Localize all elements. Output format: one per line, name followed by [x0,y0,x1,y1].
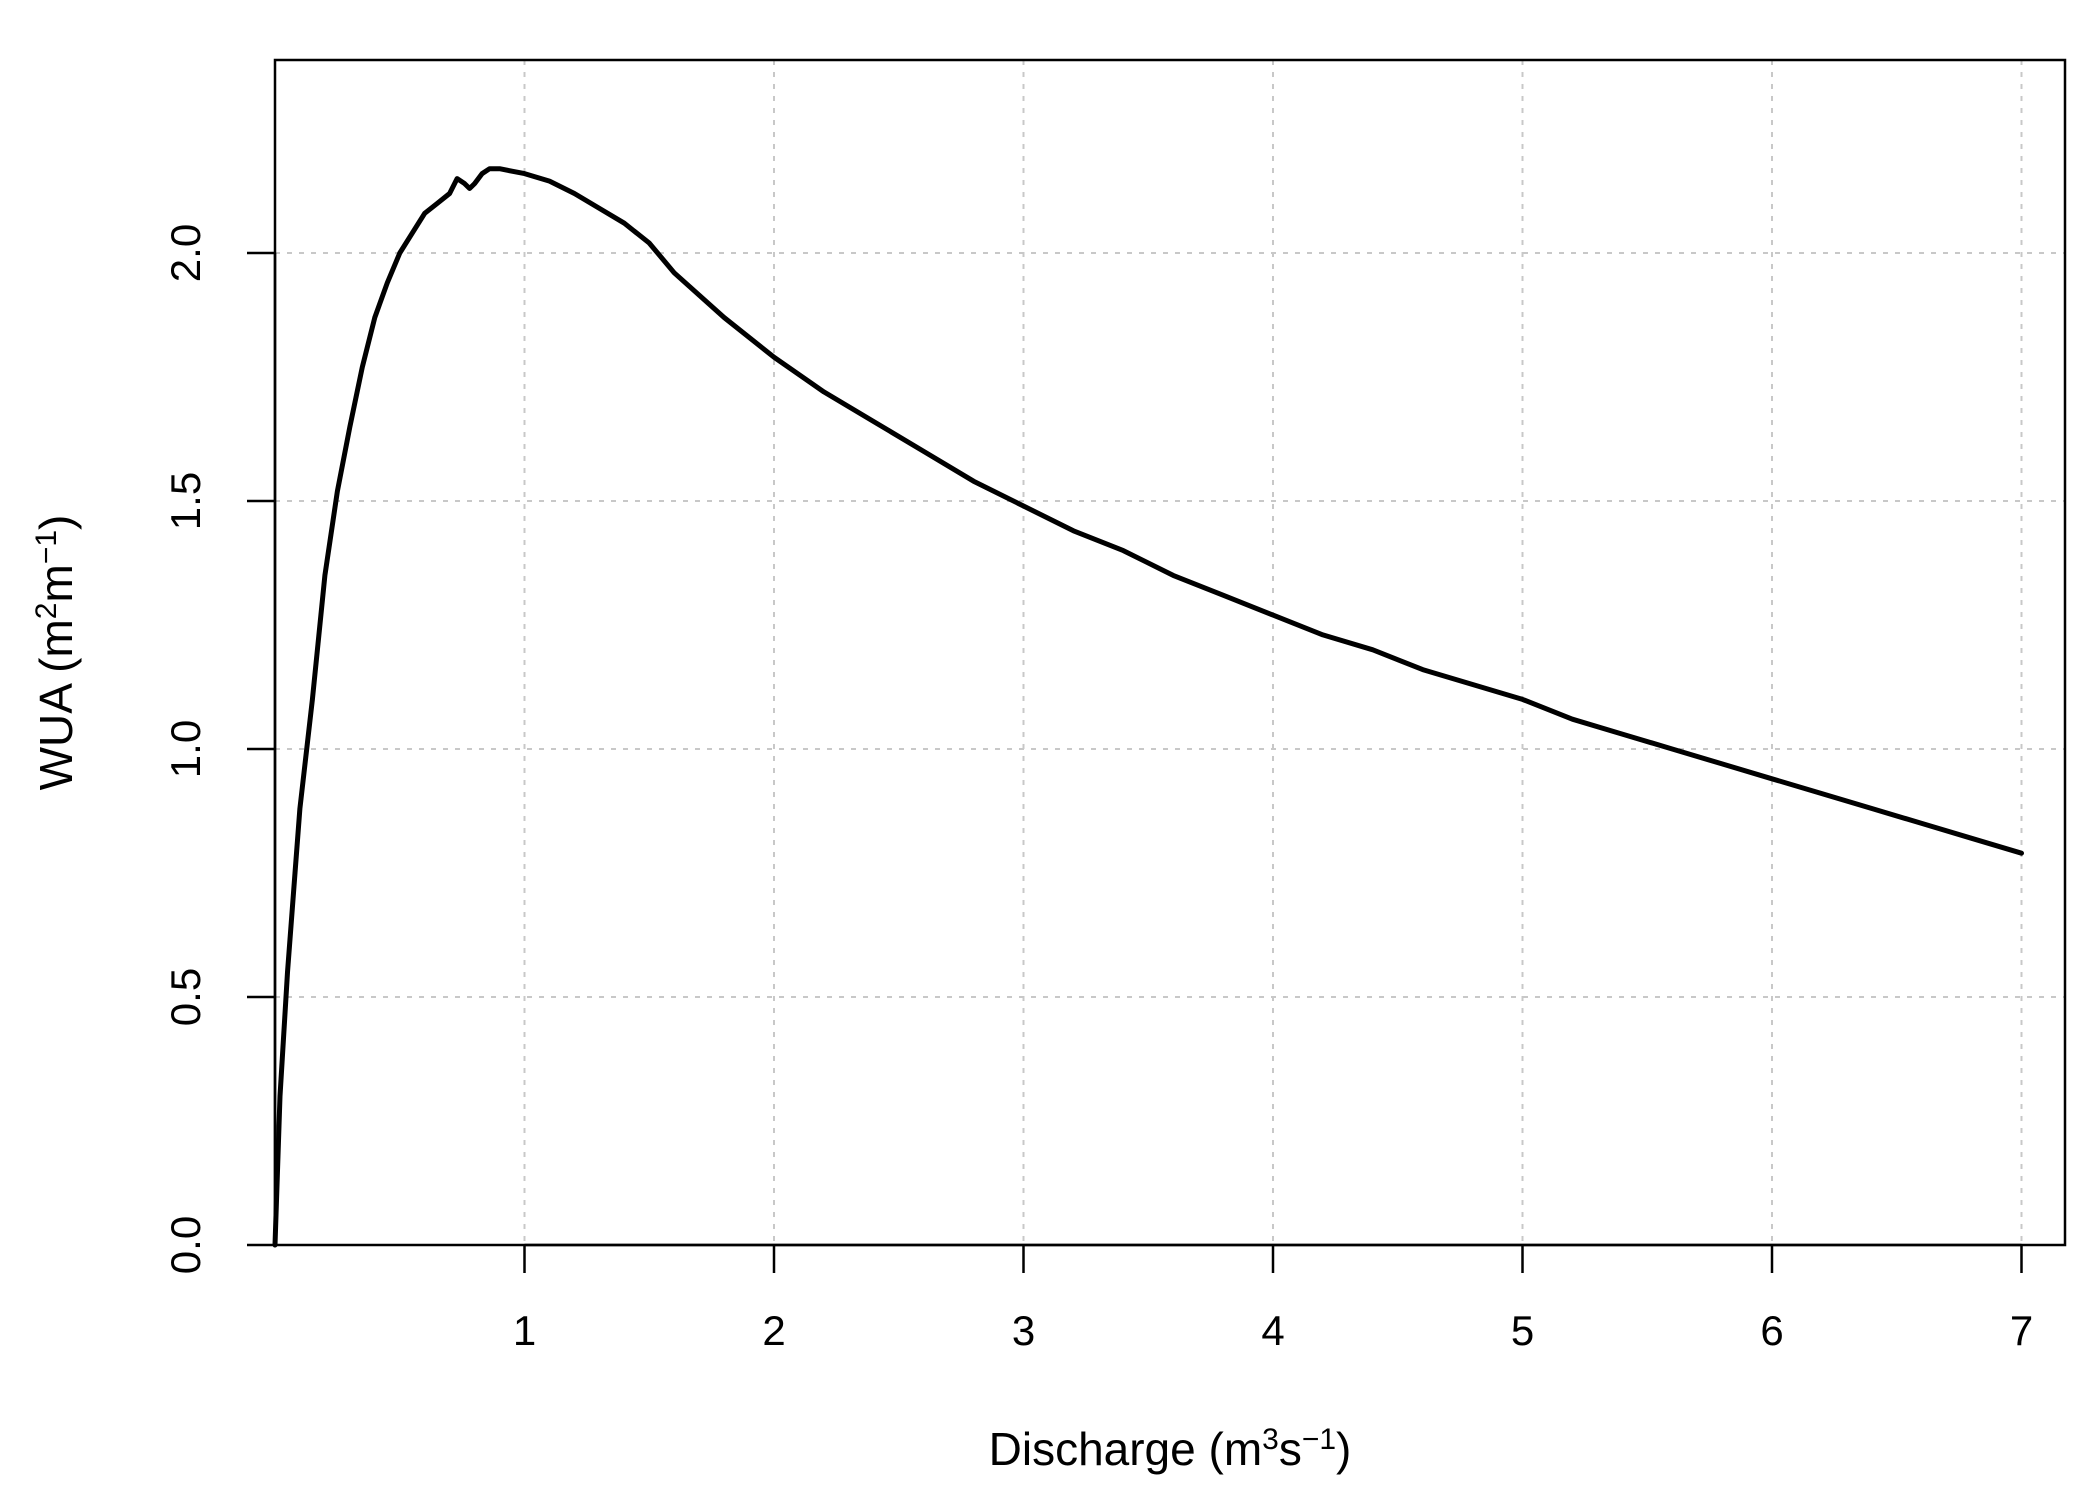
wua-curve [272,166,2024,1248]
y-tick-label: 1.5 [162,472,209,530]
x-tick-label: 3 [1012,1307,1035,1354]
series-group [272,166,2024,1248]
x-tick-label: 1 [513,1307,536,1354]
grid [275,60,2065,1246]
y-tick-label: 2.0 [162,224,209,282]
y-axis-title: WUA (m2m−1) [30,515,82,791]
x-tick-label: 4 [1261,1307,1284,1354]
x-tick-labels: 1 2 3 4 5 6 7 [513,1307,2033,1354]
y-tick-label: 0.0 [162,1216,209,1274]
x-tick-label: 2 [762,1307,785,1354]
y-tick-label: 1.0 [162,720,209,778]
axes [247,251,2023,1273]
y-tick-label: 0.5 [162,968,209,1026]
plot-frame [273,58,2067,1247]
x-tick-label: 5 [1511,1307,1534,1354]
x-tick-label: 6 [1760,1307,1783,1354]
x-tick-label: 7 [2010,1307,2033,1354]
y-tick-labels: 0.0 0.5 1.0 1.5 2.0 [162,224,209,1274]
x-axis-title: Discharge (m3s−1) [989,1423,1352,1475]
